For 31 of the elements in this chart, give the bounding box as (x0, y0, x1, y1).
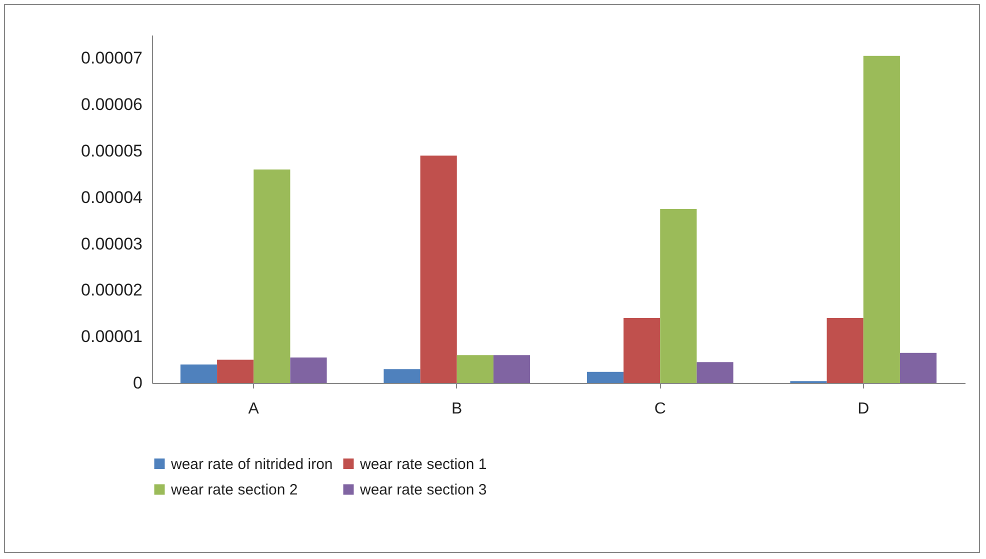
bar (586, 372, 624, 383)
bar (660, 209, 697, 383)
x-tick-label: B (452, 400, 462, 418)
legend-label: wear rate of nitrided iron (170, 456, 333, 473)
x-tick-label: D (858, 400, 870, 418)
x-tick-label: A (248, 400, 260, 418)
x-tick-label: C (654, 400, 666, 418)
bar (624, 318, 660, 383)
bar (290, 357, 327, 383)
bar (180, 364, 218, 383)
legend-label: wear rate section 3 (359, 482, 487, 498)
bar (420, 156, 457, 383)
y-tick-label: 0.00006 (81, 95, 142, 114)
y-tick-label: 0.00002 (81, 280, 142, 300)
y-tick-label: 0.00004 (81, 188, 142, 207)
y-tick-label: 0.00005 (81, 142, 142, 160)
bar (456, 355, 494, 383)
bar (217, 360, 254, 383)
y-tick-label: 0 (133, 374, 142, 392)
bar (384, 369, 420, 383)
bar (863, 56, 900, 383)
bar (254, 170, 290, 383)
bar (826, 318, 864, 383)
bar (696, 362, 734, 383)
legend-label: wear rate section 2 (170, 482, 298, 498)
legend-label: wear rate section 1 (359, 456, 487, 473)
y-tick-label: 0.00001 (81, 327, 142, 346)
bar (900, 352, 937, 383)
y-tick-label: 0.00007 (81, 48, 142, 68)
bar (493, 355, 530, 383)
y-tick-label: 0.00003 (81, 234, 142, 254)
